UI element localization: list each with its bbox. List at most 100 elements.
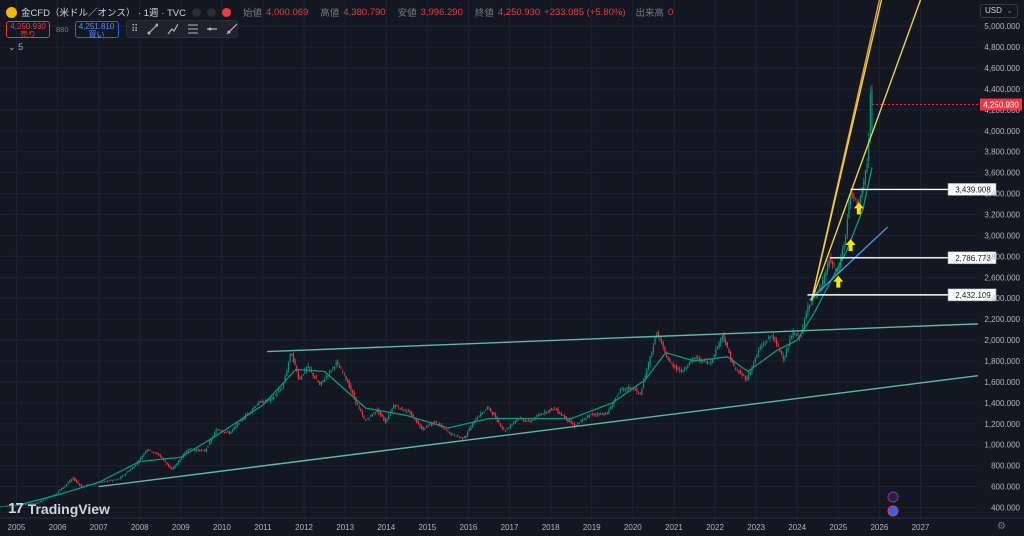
x-tick-label: 2025 — [829, 523, 847, 532]
candle-body — [761, 345, 763, 349]
candle-body — [777, 344, 779, 347]
candle-body — [148, 449, 150, 451]
candle-body — [728, 349, 730, 353]
candle-body — [241, 419, 244, 421]
drag-handle-icon[interactable]: ⠿ — [131, 23, 139, 35]
candle-body — [588, 414, 590, 418]
ray-icon[interactable] — [226, 23, 237, 35]
candle-body — [687, 365, 689, 368]
candle-body — [342, 371, 344, 373]
candle-body — [135, 465, 137, 467]
candle-body — [26, 503, 28, 505]
candle-body — [69, 480, 71, 483]
candle-body — [582, 419, 584, 422]
candle-body — [716, 346, 719, 349]
candle-body — [108, 480, 110, 482]
candle-body — [794, 332, 796, 336]
candle-body — [850, 191, 852, 205]
symbol-title[interactable]: 金CFD（米ドル／オンス） · 1週 · TVC — [21, 8, 187, 19]
candle-body — [674, 365, 676, 367]
candle-body — [62, 487, 64, 489]
eye-icon[interactable] — [192, 7, 202, 17]
candle-body — [524, 420, 526, 422]
x-tick-label: 2021 — [665, 523, 683, 532]
candle-body — [634, 389, 636, 391]
candle-body — [347, 380, 349, 383]
candle-body — [542, 413, 544, 415]
trend-line-icon[interactable] — [147, 23, 159, 35]
candle-body — [70, 479, 73, 482]
tradingview-logo[interactable]: 17 TradingView — [8, 500, 110, 517]
settings-icon[interactable] — [207, 7, 217, 17]
candle-body — [608, 409, 610, 414]
candle-body — [253, 407, 255, 409]
horizontal-line-icon[interactable] — [206, 23, 218, 35]
candle-body — [15, 505, 17, 506]
chart-settings-icon[interactable]: ⚙ — [997, 521, 1006, 532]
candle-body — [287, 362, 290, 370]
candle-body — [282, 383, 285, 388]
candle-body — [637, 391, 640, 393]
candle-body — [767, 337, 770, 339]
candle-body — [741, 373, 743, 376]
sell-button[interactable]: 4,250.930 売り — [6, 21, 50, 39]
candle-body — [149, 449, 151, 451]
candle-body — [723, 334, 725, 342]
candle-body — [46, 498, 48, 500]
currency-select[interactable]: USD ⌄ — [980, 4, 1018, 18]
candle-body — [39, 500, 41, 503]
candle-body — [5, 505, 7, 507]
candle-body — [823, 274, 825, 285]
candle-body — [641, 389, 643, 396]
candle-body — [695, 357, 697, 360]
remove-icon[interactable] — [222, 7, 232, 17]
candle-body — [501, 425, 503, 429]
candle-body — [861, 187, 863, 198]
candle-body — [605, 412, 607, 415]
candle-body — [409, 412, 411, 415]
candle-body — [105, 481, 107, 482]
candle-body — [338, 366, 341, 368]
candle-body — [628, 386, 630, 390]
path-icon[interactable] — [167, 23, 178, 35]
fib-icon[interactable] — [187, 23, 198, 35]
buy-button[interactable]: 4,251.810 買い — [74, 21, 119, 39]
candle-body — [207, 446, 209, 448]
candle-body — [848, 201, 850, 219]
candle-body — [116, 479, 119, 480]
candle-body — [358, 406, 360, 409]
symbol-header: 金CFD（米ドル／オンス） · 1週 · TVC 始値 4,000.069 高値 4… — [6, 5, 673, 19]
candle-body — [322, 380, 324, 382]
candle-body — [330, 370, 332, 373]
y-tick-label: 3,600.000 — [984, 169, 1020, 178]
candle-body — [151, 451, 153, 453]
candle-body — [670, 363, 673, 365]
candle-body — [649, 356, 651, 365]
candle-body — [843, 243, 845, 250]
candle-body — [621, 388, 623, 390]
candle-body — [394, 405, 396, 408]
candle-body — [540, 414, 543, 416]
y-tick-label: 1,000.000 — [984, 441, 1020, 450]
candle-body — [757, 350, 760, 354]
candle-body — [596, 414, 599, 415]
candle-body — [471, 423, 474, 428]
candle-body — [659, 337, 661, 341]
candle-body — [174, 465, 176, 469]
indicator-collapse[interactable]: ⌄ 5 — [8, 42, 23, 53]
candle-body — [647, 362, 650, 371]
candle-body — [414, 418, 416, 421]
candle-body — [294, 358, 296, 365]
candle-body — [333, 366, 336, 369]
candle-body — [172, 467, 175, 470]
candle-body — [854, 197, 857, 199]
candle-body — [389, 412, 391, 415]
candle-body — [789, 338, 791, 347]
candle-body — [278, 390, 280, 393]
candle-body — [818, 287, 820, 292]
candle-body — [29, 503, 32, 505]
candle-body — [619, 388, 622, 392]
candle-body — [618, 393, 620, 394]
candle-body — [156, 452, 158, 454]
